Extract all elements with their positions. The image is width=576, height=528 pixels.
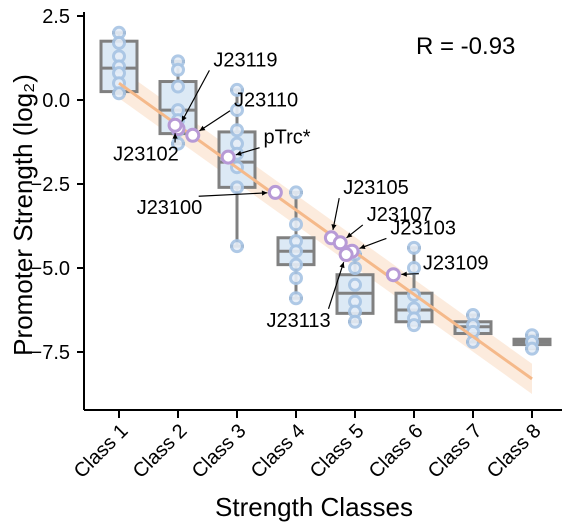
- promoter-label: J23105: [343, 177, 409, 199]
- x-tick-label: Class 4: [247, 420, 310, 483]
- correlation-annotation: R = -0.93: [416, 33, 515, 60]
- annotation-arrow-line: [181, 70, 210, 122]
- promoter-label: J23107: [367, 204, 433, 226]
- annotation-arrow-line: [199, 110, 231, 132]
- data-point: [348, 314, 362, 329]
- annotation-arrow-head: [359, 244, 366, 249]
- data-point: [289, 185, 303, 200]
- highlighted-point: [385, 267, 401, 283]
- annotation-arrow-head: [331, 224, 337, 230]
- x-tick-label: Class 8: [483, 420, 546, 483]
- annotation-arrow-head: [261, 190, 268, 196]
- y-tick-label: 2.5: [42, 6, 70, 28]
- y-tick-label: −7.5: [31, 342, 70, 364]
- highlighted-point: [267, 184, 283, 200]
- highlighted-point: [167, 117, 183, 133]
- data-point: [112, 86, 126, 101]
- x-tick-label: Class 1: [70, 420, 133, 483]
- annotation-arrow-head: [401, 271, 407, 277]
- annotation-arrow-line: [327, 261, 345, 309]
- annotation-arrow-head: [339, 262, 345, 269]
- box-layer: [99, 31, 552, 351]
- highlight-layer: [167, 70, 419, 309]
- data-point: [525, 341, 539, 356]
- x-tick-label: Class 2: [129, 420, 192, 483]
- annotation-arrow-head: [235, 150, 242, 156]
- data-point: [407, 318, 421, 333]
- data-point: [230, 123, 244, 138]
- data-point: [407, 261, 421, 275]
- promoter-label: J23113: [267, 310, 331, 332]
- x-tick-label: Class 3: [188, 420, 251, 483]
- promoter-label: J23103: [390, 217, 456, 239]
- y-tick-label: 0.0: [42, 90, 70, 112]
- data-point: [289, 291, 303, 306]
- highlighted-point: [332, 235, 348, 251]
- x-tick-label: Class 6: [365, 420, 428, 483]
- annotation-arrow-head: [346, 232, 353, 238]
- data-point: [348, 277, 362, 292]
- annotation-arrow-line: [332, 197, 340, 231]
- axis-layer: [83, 12, 562, 411]
- data-point: [230, 239, 244, 254]
- data-point: [407, 240, 421, 255]
- x-axis-label: Strength Classes: [215, 492, 413, 522]
- x-tick-label: Class 7: [424, 420, 487, 483]
- promoter-label: pTrc*: [264, 127, 311, 149]
- data-point: [112, 35, 126, 50]
- promoter-label: J23102: [113, 143, 179, 165]
- annotation-arrow-head: [172, 133, 178, 139]
- data-point: [230, 82, 244, 97]
- annotation-arrow-line: [198, 192, 268, 197]
- data-point: [171, 62, 185, 77]
- y-tick-label: −5.0: [31, 258, 70, 280]
- promoter-label: J23119: [213, 49, 277, 71]
- highlighted-point: [338, 247, 354, 263]
- x-tick-label: Class 5: [306, 420, 369, 483]
- label-layer: J23119 J23110 J23102 pTrc* J23100 J23105 J2310…: [113, 49, 488, 331]
- highlighted-point: [185, 127, 201, 143]
- promoter-label: J23100: [137, 197, 203, 219]
- data-point: [230, 180, 244, 195]
- data-point: [289, 271, 303, 286]
- annotation-arrow-head: [181, 115, 187, 122]
- y-tick-layer: 2.5 0.0 −2.5 −5.0 −7.5: [31, 6, 84, 364]
- promoter-label: J23109: [423, 253, 489, 275]
- data-point: [289, 257, 303, 272]
- point-layer: [112, 25, 539, 356]
- annotation-arrow-head: [199, 125, 206, 131]
- data-point: [348, 261, 362, 275]
- data-point: [171, 79, 185, 94]
- data-point: [230, 103, 244, 118]
- y-axis-label: Promoter Strength (log₂): [8, 74, 38, 356]
- highlighted-point: [220, 149, 236, 165]
- promoter-label: J23110: [234, 90, 298, 112]
- data-point: [289, 217, 303, 232]
- data-point: [289, 244, 303, 259]
- y-tick-label: −2.5: [31, 174, 70, 196]
